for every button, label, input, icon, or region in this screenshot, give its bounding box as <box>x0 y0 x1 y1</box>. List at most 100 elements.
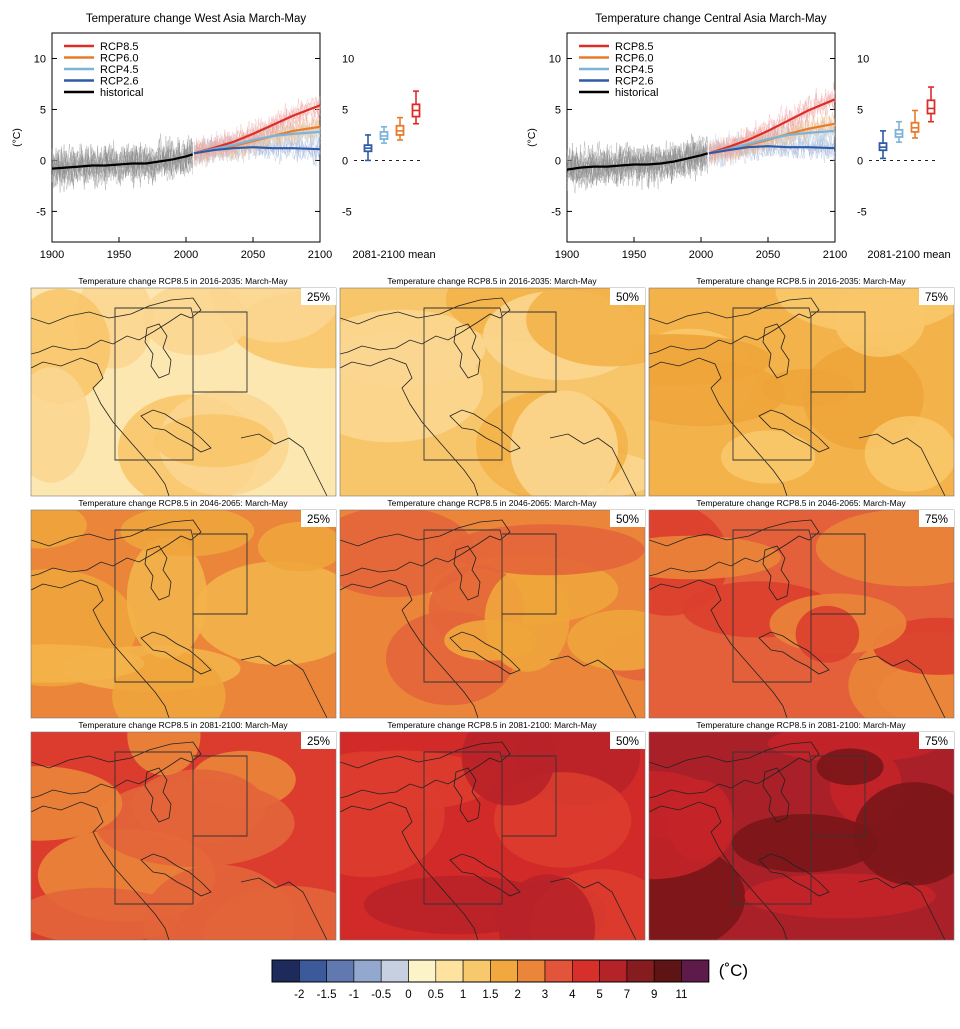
map-contour-region <box>12 367 90 483</box>
map-panel-2: Temperature change RCP8.5 in 2016-2035: … <box>297 255 694 507</box>
colorbar-bin <box>654 960 681 982</box>
y-axis-label: (°C) <box>11 128 23 147</box>
colorbar-tick-label: 1 <box>460 989 466 1001</box>
map-contour-region <box>485 568 570 672</box>
map-contour-region <box>449 524 644 575</box>
y-tick-label: -5 <box>36 206 46 218</box>
box-rcp85 <box>928 100 935 113</box>
colorbar-bin <box>490 960 517 982</box>
colorbar-tick-label: 4 <box>569 989 576 1001</box>
x-tick-label: 1950 <box>107 249 131 261</box>
percentile-label: 75% <box>925 514 948 526</box>
percentile-label: 25% <box>307 736 330 748</box>
legend-label: RCP6.0 <box>615 53 654 65</box>
x-tick-label: 2000 <box>689 249 713 261</box>
map-contour-region <box>258 522 343 571</box>
percentile-label: 50% <box>616 292 639 304</box>
colorbar-tick-label: -2 <box>294 989 304 1001</box>
map-title: Temperature change RCP8.5 in 2046-2065: … <box>78 498 288 508</box>
colorbar-bin <box>682 960 709 982</box>
y-tick-label-right: 0 <box>342 155 348 167</box>
y-tick-label: 0 <box>555 155 561 167</box>
map-field <box>312 507 680 718</box>
boxplot-label: 2081-2100 mean <box>352 249 435 261</box>
percentile-label: 25% <box>307 292 330 304</box>
y-tick-label-right: -5 <box>342 206 352 218</box>
colorbar-bin <box>463 960 490 982</box>
percentile-label: 75% <box>925 736 948 748</box>
legend-label: RCP4.5 <box>100 64 139 76</box>
legend-label: RCP8.5 <box>615 41 654 53</box>
colorbar-bin <box>272 960 299 982</box>
map-panel-6: Temperature change RCP8.5 in 2046-2065: … <box>602 498 960 739</box>
x-tick-label: 2000 <box>174 249 198 261</box>
percentile-label: 75% <box>925 292 948 304</box>
colorbar-tick-label: -1 <box>349 989 359 1001</box>
map-field <box>602 503 960 738</box>
map-title: Temperature change RCP8.5 in 2046-2065: … <box>387 498 597 508</box>
map-contour-region <box>666 780 734 861</box>
y-tick-label-right: 10 <box>342 53 354 65</box>
x-tick-label: 1950 <box>622 249 646 261</box>
legend-label: RCP2.6 <box>615 76 654 88</box>
percentile-label: 50% <box>616 736 639 748</box>
map-panel-4: Temperature change RCP8.5 in 2046-2065: … <box>0 498 365 741</box>
colorbar-unit: (˚C) <box>719 961 748 980</box>
colorbar-bin <box>436 960 463 982</box>
colorbar-tick-label: 0.5 <box>428 989 444 1001</box>
legend-label: RCP4.5 <box>615 64 654 76</box>
x-tick-label: 1900 <box>40 249 64 261</box>
y-tick-label-right: -5 <box>857 206 867 218</box>
percentile-label: 25% <box>307 514 330 526</box>
y-tick-label: 10 <box>34 53 46 65</box>
y-tick-label: -5 <box>551 206 561 218</box>
x-tick-label: 2050 <box>756 249 780 261</box>
colorbar-bin <box>627 960 654 982</box>
colorbar-bin <box>409 960 436 982</box>
map-title: Temperature change RCP8.5 in 2016-2035: … <box>78 276 288 286</box>
map-contour-region <box>721 431 815 484</box>
timeseries-panel-2: Temperature change Central Asia March-Ma… <box>526 13 951 261</box>
map-title: Temperature change RCP8.5 in 2016-2035: … <box>696 276 906 286</box>
y-tick-label-right: 5 <box>342 104 348 116</box>
colorbar-bin <box>600 960 627 982</box>
map-title: Temperature change RCP8.5 in 2046-2065: … <box>696 498 906 508</box>
percentile-label: 50% <box>616 514 639 526</box>
map-title: Temperature change RCP8.5 in 2081-2100: … <box>78 720 288 730</box>
map-contour-region <box>120 506 254 556</box>
colorbar-tick-label: 0 <box>405 989 411 1001</box>
map-contour-region <box>834 282 925 357</box>
map-title: Temperature change RCP8.5 in 2081-2100: … <box>387 720 597 730</box>
colorbar-tick-label: 2 <box>514 989 520 1001</box>
colorbar-tick-label: 11 <box>676 989 688 1001</box>
colorbar-tick-label: -0.5 <box>371 989 391 1001</box>
x-tick-label: 2050 <box>241 249 265 261</box>
boxplot-label: 2081-2100 mean <box>867 249 950 261</box>
y-tick-label: 5 <box>555 104 561 116</box>
y-tick-label: 5 <box>40 104 46 116</box>
map-panel-8: Temperature change RCP8.5 in 2081-2100: … <box>287 707 673 986</box>
map-contour-region <box>510 391 618 508</box>
colorbar-bin <box>381 960 408 982</box>
colorbar-tick-label: 3 <box>542 989 548 1001</box>
map-layer: Temperature change RCP8.5 in 2016-2035: … <box>0 241 960 986</box>
legend-label: RCP6.0 <box>100 53 139 65</box>
map-contour-region <box>154 414 273 467</box>
x-tick-label: 1900 <box>555 249 579 261</box>
colorbar-tick-label: 9 <box>651 989 657 1001</box>
y-tick-label: 0 <box>40 155 46 167</box>
colorbar-bin <box>299 960 326 982</box>
map-title: Temperature change RCP8.5 in 2081-2100: … <box>696 720 906 730</box>
legend-label: historical <box>615 87 658 99</box>
timeseries-panel-1: Temperature change West Asia March-May -5… <box>11 13 436 261</box>
colorbar-bin <box>518 960 545 982</box>
chart-title: Temperature change West Asia March-May <box>86 13 307 25</box>
map-panel-5: Temperature change RCP8.5 in 2046-2065: … <box>312 498 680 718</box>
legend-label: RCP8.5 <box>100 41 139 53</box>
x-tick-label: 2100 <box>823 249 847 261</box>
chart-title: Temperature change Central Asia March-Ma… <box>595 13 827 25</box>
y-tick-label-right: 0 <box>857 155 863 167</box>
colorbar-tick-label: 5 <box>596 989 602 1001</box>
